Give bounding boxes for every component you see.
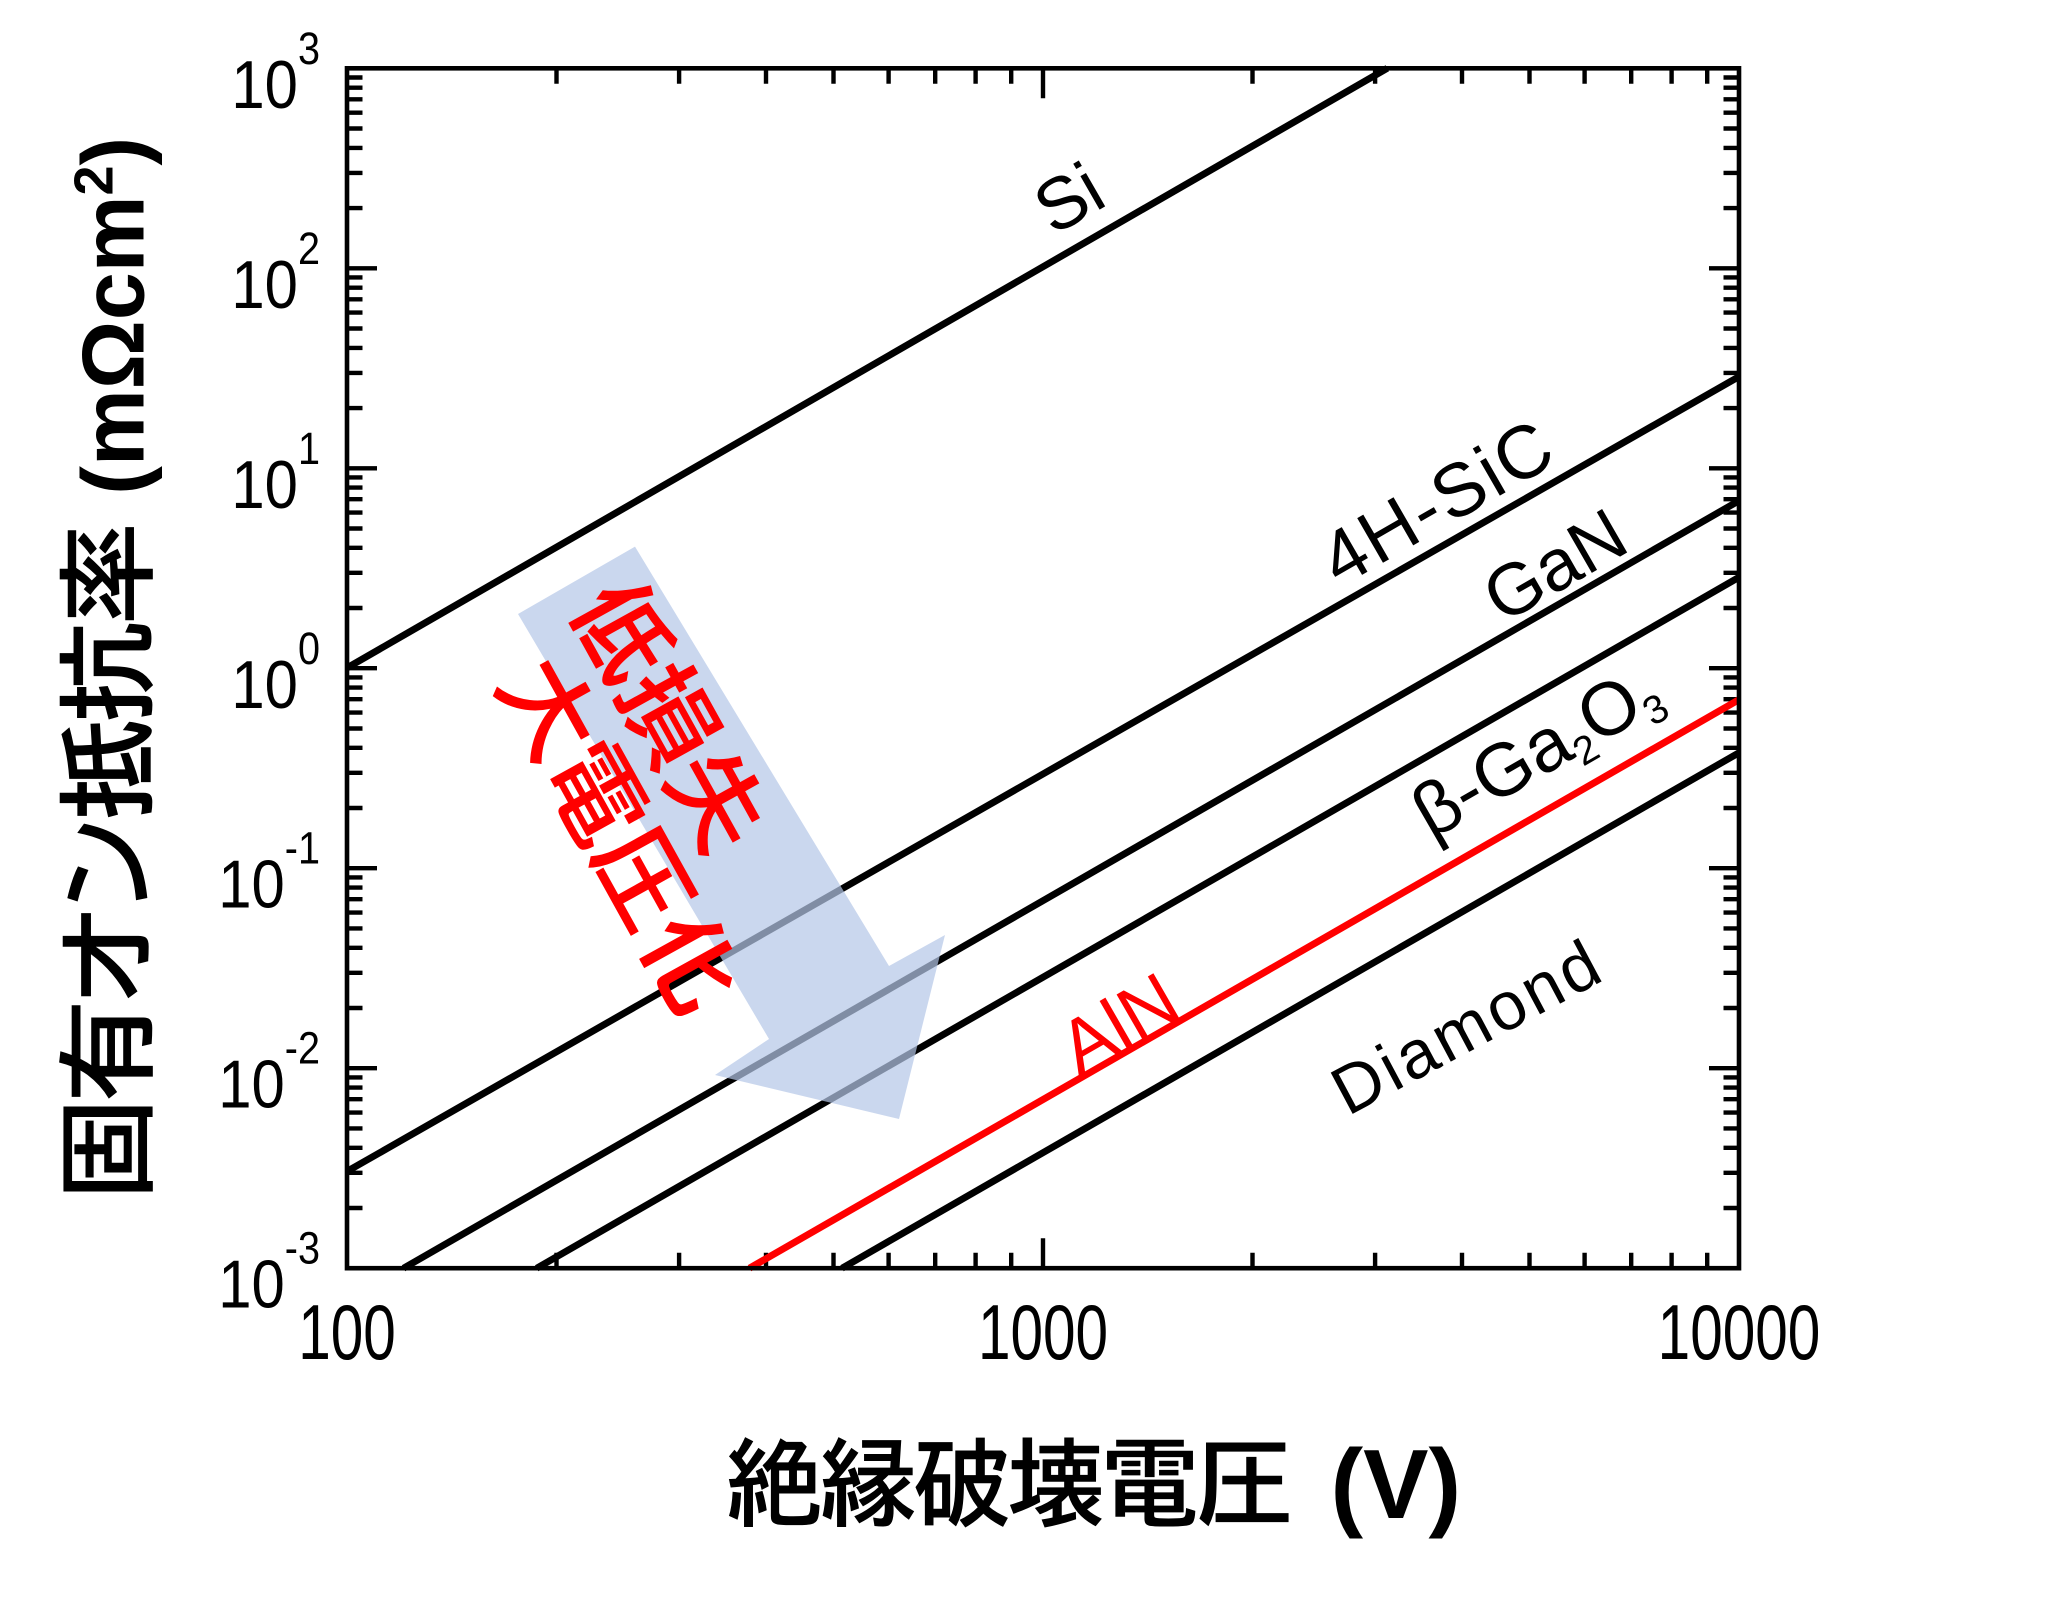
- svg-text:(mΩcm2): (mΩcm2): [63, 137, 163, 495]
- svg-text:100: 100: [298, 1289, 396, 1376]
- svg-text:1000: 1000: [978, 1289, 1108, 1376]
- svg-text:(V): (V): [1331, 1429, 1462, 1539]
- svg-text:10000: 10000: [1658, 1289, 1821, 1376]
